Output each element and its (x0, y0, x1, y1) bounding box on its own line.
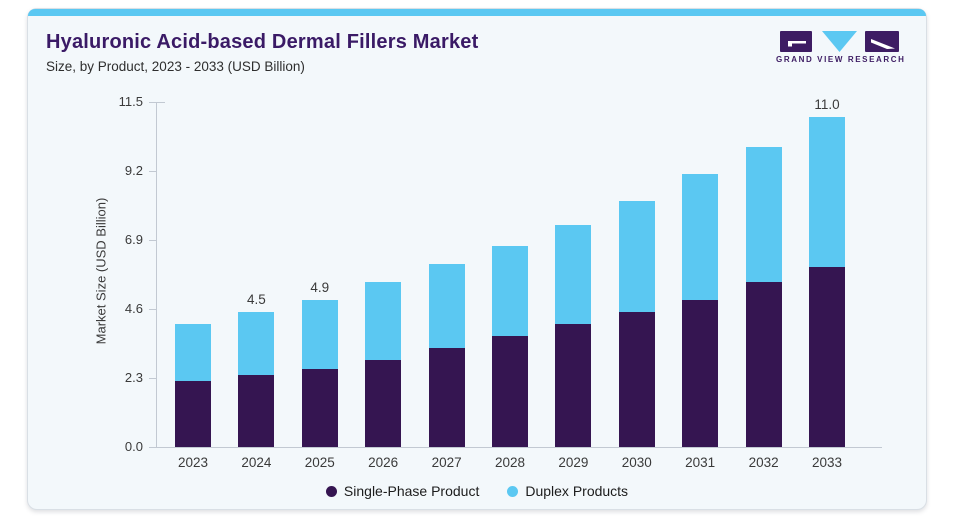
bar-value-label-2025: 4.9 (310, 280, 330, 295)
x-tick-label-2026: 2026 (368, 455, 399, 470)
bar-2032 (745, 147, 782, 447)
bar-segment-duplex-products-2024 (238, 312, 275, 375)
bar-segment-duplex-products-2026 (365, 282, 402, 360)
y-tick-mark (149, 239, 156, 241)
x-tick-label-2027: 2027 (431, 455, 462, 470)
x-tick-label-2033: 2033 (811, 455, 843, 470)
bar-segment-single-phase-product-2030 (618, 312, 655, 447)
bar-segment-duplex-products-2025 (301, 300, 338, 369)
chart-area: Market Size (USD Billion) 2023 2024 4.5 202… (28, 9, 926, 509)
y-tick-mark (149, 377, 156, 379)
legend: Single-Phase Product Duplex Products (28, 483, 926, 499)
legend-dot-duplex-products-icon (507, 485, 519, 497)
bar-segment-single-phase-product-2033 (809, 267, 845, 447)
y-tick-mark (149, 101, 156, 103)
bar-2028 (492, 246, 528, 447)
y-tick-label-4.6: 4.6 (124, 301, 143, 316)
chart-title: Hyaluronic Acid-based Dermal Fillers Mar… (46, 31, 479, 53)
grand-view-research-logo: GRAND VIEW RESEARCH (776, 31, 906, 64)
plot-area: 2023 2024 4.5 2025 4.9 2026 2027 2028 2029 2030 20… (156, 97, 882, 470)
bar-segment-duplex-products-2023 (175, 324, 211, 381)
bar-segment-duplex-products-2030 (618, 201, 655, 312)
legend-dot-single-phase-product-icon (325, 485, 337, 497)
gvr-logo-text: GRAND VIEW RESEARCH (776, 55, 906, 64)
bar-segment-single-phase-product-2025 (301, 369, 338, 447)
legend-item-duplex-products: Duplex Products (507, 483, 628, 499)
y-tick-mark (149, 446, 156, 448)
bar-segment-duplex-products-2028 (492, 246, 528, 336)
bar-2025 (301, 300, 338, 447)
bar-2023 (175, 324, 211, 447)
y-tick-mark (149, 170, 156, 172)
bar-segment-single-phase-product-2028 (492, 336, 528, 447)
y-tick-mark (149, 308, 156, 310)
bar-segment-single-phase-product-2032 (745, 282, 782, 447)
bar-segment-duplex-products-2033 (809, 117, 845, 267)
bar-2033 (809, 117, 845, 447)
bar-segment-duplex-products-2027 (428, 264, 465, 348)
bar-2029 (555, 225, 592, 447)
bar-2024 (238, 312, 275, 447)
bar-2027 (428, 264, 465, 447)
legend-label: Single-Phase Product (343, 483, 480, 499)
y-axis-title: Market Size (USD Billion) (93, 197, 109, 345)
x-tick-label-2028: 2028 (494, 455, 526, 470)
y-tick-label-2.3: 2.3 (124, 370, 143, 385)
legend-label: Duplex Products (525, 483, 629, 499)
bar-segment-single-phase-product-2031 (682, 300, 719, 447)
x-tick-label-2032: 2032 (748, 455, 779, 470)
bar-segment-single-phase-product-2023 (175, 381, 211, 447)
x-tick-label-2025: 2025 (304, 455, 335, 470)
bar-segment-duplex-products-2032 (745, 147, 782, 282)
bar-segment-duplex-products-2031 (682, 174, 719, 300)
y-axis-top-cap (156, 102, 165, 103)
bar-segment-single-phase-product-2029 (555, 324, 592, 447)
x-tick-label-2030: 2030 (621, 455, 652, 470)
bar-2030 (618, 201, 655, 447)
y-tick-label-11.5: 11.5 (118, 94, 143, 109)
gvr-logo-mark-icon (779, 31, 899, 52)
y-tick-label-6.9: 6.9 (124, 232, 143, 247)
bar-segment-single-phase-product-2026 (365, 360, 402, 447)
x-tick-label-2023: 2023 (177, 455, 209, 470)
bar-segment-single-phase-product-2027 (428, 348, 465, 447)
y-tick-label-9.2: 9.2 (124, 163, 143, 178)
x-tick-label-2031: 2031 (685, 455, 716, 470)
bar-2026 (365, 282, 402, 447)
chart-card: Hyaluronic Acid-based Dermal Fillers Mar… (27, 8, 927, 510)
legend-item-single-phase-product: Single-Phase Product (325, 483, 480, 499)
bar-segment-duplex-products-2029 (555, 225, 592, 324)
y-tick-label-0.0: 0.0 (124, 439, 143, 454)
bar-segment-single-phase-product-2024 (238, 375, 275, 447)
chart-header: Hyaluronic Acid-based Dermal Fillers Mar… (46, 31, 478, 74)
card-top-accent-bar (28, 9, 926, 16)
bar-2031 (682, 174, 719, 447)
chart-subtitle: Size, by Product, 2023 - 2033 (USD Billi… (46, 59, 305, 74)
x-tick-label-2029: 2029 (558, 455, 589, 470)
bar-value-label-2024: 4.5 (247, 292, 266, 307)
bar-value-label-2033: 11.0 (814, 97, 840, 112)
x-tick-label-2024: 2024 (241, 455, 272, 470)
